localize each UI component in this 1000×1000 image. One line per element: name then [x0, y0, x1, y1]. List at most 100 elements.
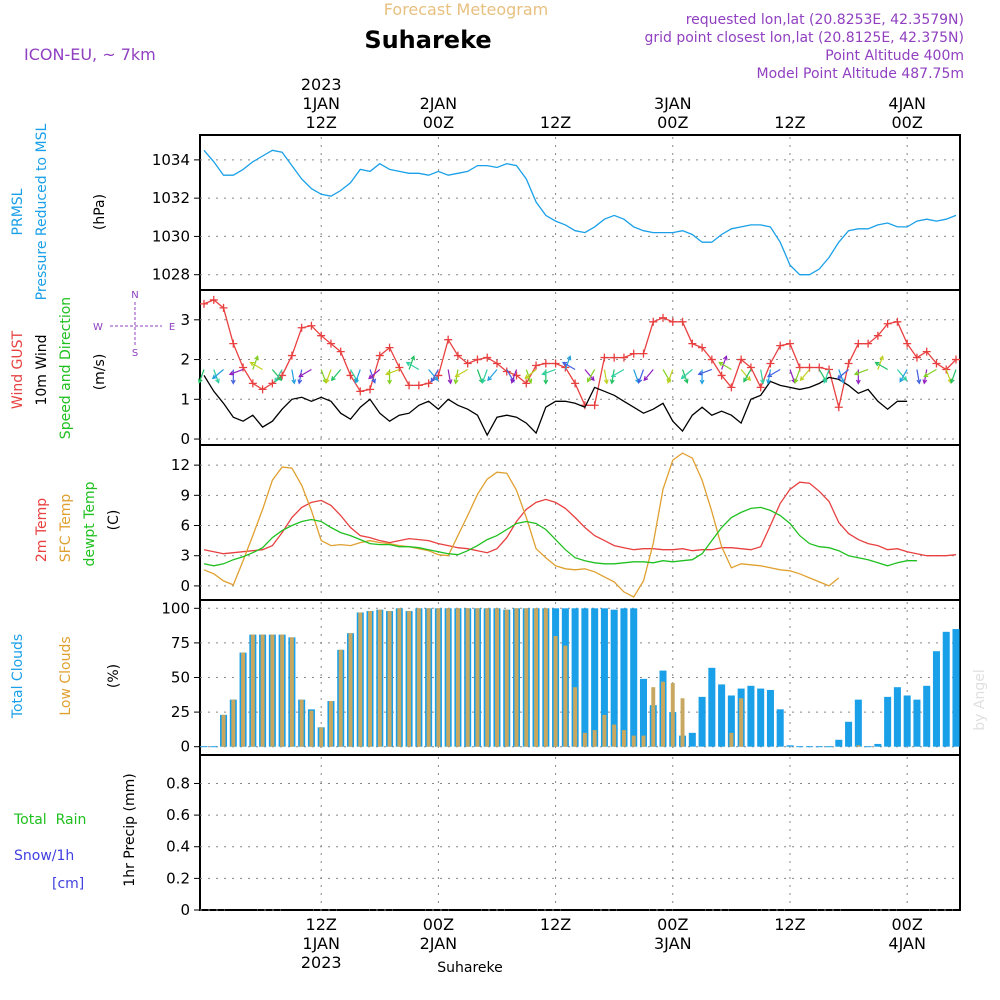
gust-marker — [200, 299, 208, 308]
total-cloud-bar — [845, 721, 853, 747]
gust-marker — [463, 359, 472, 368]
wind-direction-arrow — [896, 369, 907, 381]
gust-marker — [932, 359, 941, 368]
gust-marker — [629, 349, 638, 358]
wind-arrow-head — [746, 376, 751, 382]
low-cloud-bar — [270, 634, 275, 747]
bottom-time-label: 2023 — [301, 953, 342, 972]
wind-arrow-head — [405, 361, 411, 367]
low-cloud-bar — [407, 611, 412, 747]
gust-marker — [522, 379, 531, 388]
compass-s: S — [132, 348, 138, 359]
total-cloud-bar — [688, 732, 696, 747]
total-cloud-bar — [786, 745, 794, 747]
low-cloud-bar — [377, 609, 382, 747]
low-cloud-bar — [338, 649, 343, 747]
gust-marker — [434, 371, 443, 380]
wind-arrow-head — [298, 372, 304, 378]
wind-arrow-head — [297, 379, 303, 385]
gust-marker — [502, 367, 511, 376]
wind-direction-arrow — [950, 369, 957, 383]
gust-marker — [297, 323, 306, 332]
wind-direction-arrow — [638, 369, 645, 383]
gust-marker — [258, 385, 267, 394]
wind-arrow-head — [330, 376, 336, 382]
wind-arrow-head — [198, 378, 203, 384]
temp-unit: (C) — [106, 510, 122, 531]
wind-direction-arrow — [524, 369, 537, 379]
low-cloud-bar — [289, 637, 294, 747]
wind-unit: (m/s) — [92, 354, 108, 391]
wind-arrow-head — [760, 379, 765, 385]
gust-marker — [590, 401, 599, 410]
wind-direction-arrow — [385, 368, 400, 375]
low-cloud-bar — [319, 727, 324, 747]
gust-marker — [717, 371, 726, 380]
gust-marker — [444, 335, 453, 344]
low-cloud-bar — [221, 714, 226, 747]
low-cloud-bar — [661, 681, 665, 747]
wind-direction-arrow — [587, 369, 596, 382]
low-cloud-bar — [416, 608, 421, 747]
top-time-label: 12Z — [540, 113, 571, 132]
point-altitude: Point Altitude 400m — [825, 48, 964, 64]
gust-marker — [893, 317, 902, 326]
wind-direction-arrow — [789, 369, 796, 383]
wind-arrow-head — [840, 378, 845, 384]
gust-marker — [336, 347, 345, 356]
wind-direction-arrow — [354, 369, 361, 383]
total-cloud-bar — [776, 709, 784, 747]
wind-direction-arrow — [250, 361, 263, 371]
gust-marker — [756, 383, 765, 392]
y-tick-label: 1032 — [152, 189, 190, 207]
requested-lonlat: requested lon,lat (20.8253E, 42.3579N) — [686, 12, 964, 28]
wind-arrow-head — [211, 374, 217, 380]
low-cloud-bar — [524, 608, 529, 747]
y-tick-label: 3 — [180, 311, 190, 329]
low-cloud-bar — [250, 634, 255, 747]
y-tick-label: 0.6 — [166, 806, 190, 824]
wind-arrow-head — [587, 377, 592, 383]
total-cloud-bar — [835, 739, 843, 747]
gust-marker — [492, 359, 501, 368]
gust-marker — [903, 339, 912, 348]
wind-arrow-head — [697, 370, 703, 376]
wind-arrow-head — [487, 376, 492, 382]
gust-marker — [561, 363, 570, 372]
y-tick-label: 6 — [180, 517, 190, 535]
gust-marker — [366, 385, 375, 394]
wind-arrow-head — [524, 374, 530, 380]
wind-direction-arrow — [667, 369, 674, 383]
low-cloud-bar — [680, 698, 685, 747]
gust-marker — [278, 371, 287, 380]
wind-direction-arrow — [271, 369, 282, 381]
low-cloud-bar — [280, 634, 285, 747]
wind-arrow-head — [680, 374, 686, 380]
gust-marker — [883, 319, 892, 328]
low-cloud-bar — [495, 608, 499, 747]
wind-direction-arrow — [721, 356, 727, 370]
y-tick-label: 0 — [180, 430, 190, 448]
wind-arrow-head — [766, 379, 771, 385]
pressure-label-prmsl: PRMSL — [10, 188, 26, 235]
wind-arrow-head — [454, 372, 460, 378]
wind-direction-arrow — [542, 368, 556, 375]
low-cloud-bar — [651, 687, 656, 747]
y-tick-label: 9 — [180, 486, 190, 504]
wind-direction-arrow — [945, 369, 952, 383]
bottom-time-label: 1JAN — [302, 934, 340, 953]
pressure-label-msl: Pressure Reduced to MSL — [34, 123, 50, 300]
low-cloud-bar — [621, 730, 626, 747]
low-cloud-bar — [436, 608, 441, 747]
wind-direction-arrow — [229, 368, 244, 375]
wind-arrow-head — [228, 370, 234, 376]
y-tick-label: 1 — [180, 390, 190, 408]
wind-direction-arrow — [212, 369, 224, 379]
low-cloud-bar — [856, 745, 861, 747]
gust-marker — [219, 303, 228, 312]
wind-arrow-head — [354, 378, 359, 384]
low-cloud-bar — [543, 608, 548, 747]
precip-snow-label: Snow/1h — [14, 848, 74, 864]
wind-arrow-head — [215, 378, 220, 384]
